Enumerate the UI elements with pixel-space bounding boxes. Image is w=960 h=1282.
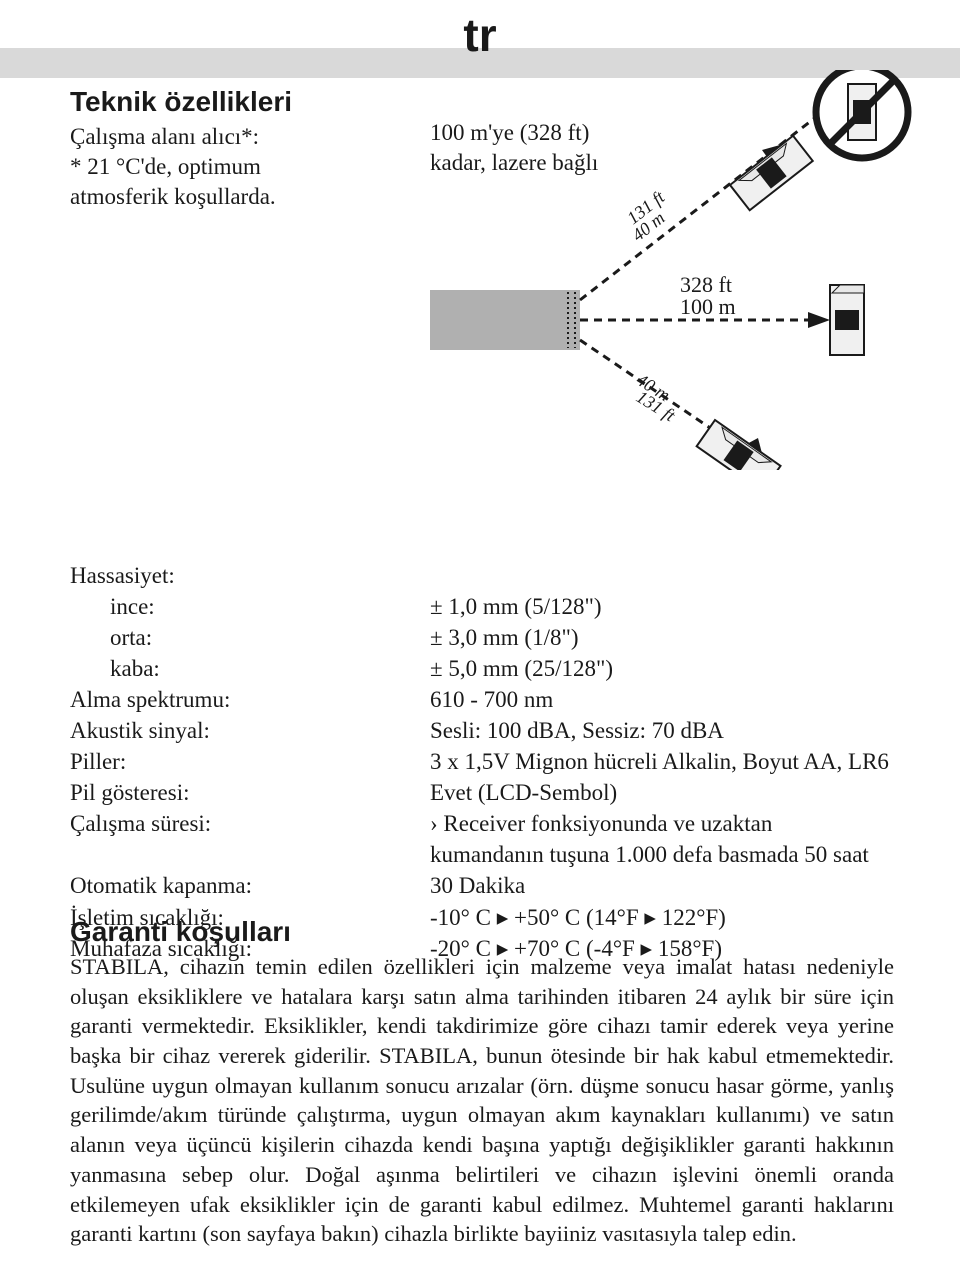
spec-label: ince: — [70, 591, 430, 622]
left-line-2: atmosferik koşullarda. — [70, 182, 390, 212]
left-line-1: * 21 °C'de, optimum — [70, 152, 390, 182]
spec-label: Alma spektrumu: — [70, 684, 430, 715]
spec-row: Hassasiyet: — [70, 560, 890, 591]
spec-value: Evet (LCD-Sembol) — [430, 777, 890, 808]
spec-value: ± 3,0 mm (1/8") — [430, 622, 890, 653]
spec-value: ± 1,0 mm (5/128") — [430, 591, 890, 622]
spec-label: Hassasiyet: — [70, 560, 430, 591]
left-column: Teknik özellikleri Çalışma alanı alıcı*:… — [70, 84, 390, 212]
center-dist-m: 100 m — [680, 294, 736, 319]
spec-row: Piller:3 x 1,5V Mignon hücreli Alkalin, … — [70, 746, 890, 777]
warranty-text: STABILA, cihazın temin edilen özellikler… — [70, 952, 894, 1249]
spec-row: Alma spektrumu:610 - 700 nm — [70, 684, 890, 715]
spec-label: Piller: — [70, 746, 430, 777]
spec-value: › Receiver fonksiyonunda ve uzaktan kuma… — [430, 808, 890, 870]
spec-row: Pil gösteresi:Evet (LCD-Sembol) — [70, 777, 890, 808]
spec-row: orta:± 3,0 mm (1/8") — [70, 622, 890, 653]
spec-row: Çalışma süresi:› Receiver fonksiyonunda … — [70, 808, 890, 870]
spec-label: kaba: — [70, 653, 430, 684]
spec-row: Akustik sinyal:Sesli: 100 dBA, Sessiz: 7… — [70, 715, 890, 746]
warranty-title: Garanti koşulları — [70, 916, 894, 948]
spec-label: Akustik sinyal: — [70, 715, 430, 746]
lang-code: tr — [0, 8, 960, 62]
left-line-0: Çalışma alanı alıcı*: — [70, 122, 390, 152]
spec-label: Pil gösteresi: — [70, 777, 430, 808]
specs-block: Hassasiyet:ince:± 1,0 mm (5/128")orta:± … — [70, 560, 890, 964]
spec-value: 3 x 1,5V Mignon hücreli Alkalin, Boyut A… — [430, 746, 890, 777]
warranty-block: Garanti koşulları STABILA, cihazın temin… — [70, 916, 894, 1249]
spec-value — [430, 560, 890, 591]
spec-row: Otomatik kapanma:30 Dakika — [70, 870, 890, 901]
page-title: Teknik özellikleri — [70, 84, 390, 120]
spec-label: Çalışma süresi: — [70, 808, 430, 870]
spec-row: ince:± 1,0 mm (5/128") — [70, 591, 890, 622]
spec-value: ± 5,0 mm (25/128") — [430, 653, 890, 684]
range-diagram: 131 ft 40 m 328 ft 100 m 131 ft 40 m — [430, 70, 930, 470]
spec-label: orta: — [70, 622, 430, 653]
spec-row: kaba:± 5,0 mm (25/128") — [70, 653, 890, 684]
spec-label: Otomatik kapanma: — [70, 870, 430, 901]
spec-value: Sesli: 100 dBA, Sessiz: 70 dBA — [430, 715, 890, 746]
spec-value: 610 - 700 nm — [430, 684, 890, 715]
spec-value: 30 Dakika — [430, 870, 890, 901]
